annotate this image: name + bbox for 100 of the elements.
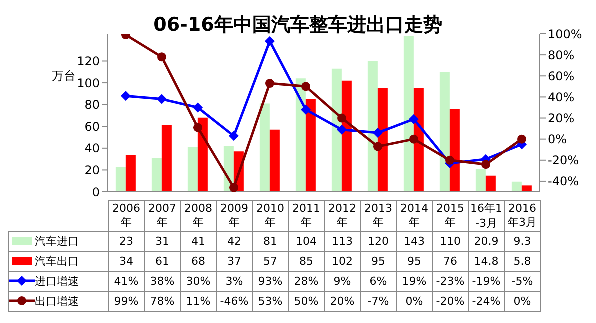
point bbox=[265, 36, 275, 46]
y-tick-label: 40 bbox=[84, 142, 100, 156]
data-label: 31 bbox=[144, 232, 180, 252]
legend-label: 汽车进口 bbox=[34, 234, 79, 249]
point bbox=[157, 94, 167, 104]
x-tick-label: 2016年3月 bbox=[504, 200, 540, 232]
data-label: 42 bbox=[216, 232, 252, 252]
y-tick-label: 80 bbox=[84, 98, 100, 112]
data-label: 9.3 bbox=[504, 232, 540, 252]
data-label: 93% bbox=[252, 272, 288, 292]
data-label: 14.8 bbox=[468, 252, 504, 272]
point bbox=[373, 128, 383, 138]
data-label: 23 bbox=[108, 232, 144, 252]
y2-tick-label: 40% bbox=[548, 90, 575, 104]
bar bbox=[522, 186, 532, 192]
y-tick-label: 20 bbox=[84, 163, 100, 178]
point bbox=[518, 134, 526, 144]
bar bbox=[198, 118, 208, 192]
point bbox=[193, 102, 203, 113]
data-label: 38% bbox=[144, 272, 180, 292]
data-label: 53% bbox=[252, 292, 288, 312]
bar bbox=[270, 130, 280, 192]
data-label: -7% bbox=[360, 292, 396, 312]
data-label: 95 bbox=[360, 252, 396, 272]
y2-tick-label: 0% bbox=[548, 132, 568, 147]
point bbox=[121, 91, 131, 102]
point bbox=[337, 124, 347, 135]
x-tick-label: 16年1-3月 bbox=[468, 200, 504, 232]
data-label: 57 bbox=[252, 252, 288, 272]
point bbox=[194, 123, 202, 132]
data-label: -24% bbox=[468, 292, 504, 312]
x-tick-label: 2013年 bbox=[360, 200, 396, 232]
point bbox=[229, 131, 239, 142]
bar bbox=[450, 109, 460, 192]
data-label: 110 bbox=[432, 232, 468, 252]
y-tick-label: 100 bbox=[77, 76, 100, 90]
y2-tick-label: 20% bbox=[548, 112, 575, 126]
point bbox=[230, 183, 238, 192]
data-label: 143 bbox=[396, 232, 432, 252]
data-label: 41% bbox=[108, 272, 144, 292]
y-tick-label: 120 bbox=[77, 54, 100, 68]
bar bbox=[486, 176, 496, 192]
bar bbox=[512, 182, 522, 192]
bar bbox=[476, 169, 486, 192]
x-tick-label: 2015年 bbox=[432, 200, 468, 232]
point bbox=[410, 134, 418, 144]
data-label: 37 bbox=[216, 252, 252, 272]
data-label: 76 bbox=[432, 252, 468, 272]
y2-tick-label: 60% bbox=[548, 69, 575, 84]
bar bbox=[162, 126, 172, 192]
data-label: 104 bbox=[288, 232, 324, 252]
point bbox=[482, 160, 490, 170]
data-label: 34 bbox=[108, 252, 144, 272]
data-label: 102 bbox=[324, 252, 360, 272]
x-tick-label: 2010年 bbox=[252, 200, 288, 232]
legend-label: 汽车出口 bbox=[34, 254, 79, 269]
data-label: 120 bbox=[360, 232, 396, 252]
legend-label: 出口增速 bbox=[34, 294, 79, 309]
x-tick-label: 2008年 bbox=[180, 200, 216, 232]
data-label: 3% bbox=[216, 272, 252, 292]
x-tick-label: 2007年 bbox=[144, 200, 180, 232]
point bbox=[302, 82, 310, 92]
data-label: 11% bbox=[180, 292, 216, 312]
point bbox=[158, 52, 166, 62]
bar bbox=[332, 68, 342, 192]
data-label: 28% bbox=[288, 272, 324, 292]
data-label: 99% bbox=[108, 292, 144, 312]
data-label: 68 bbox=[180, 252, 216, 272]
x-tick-label: 2009年 bbox=[216, 200, 252, 232]
data-label: -5% bbox=[504, 272, 540, 292]
bar bbox=[116, 166, 126, 192]
chart-title: 06-16年中国汽车整车进出口走势 bbox=[154, 14, 442, 36]
data-label: -46% bbox=[216, 292, 252, 312]
bar bbox=[152, 158, 162, 192]
bar bbox=[296, 78, 306, 192]
x-tick-label: 2006年 bbox=[108, 200, 144, 232]
data-label: 5.8 bbox=[504, 252, 540, 272]
y-tick-label: 60 bbox=[84, 120, 100, 134]
point bbox=[374, 142, 382, 152]
data-label: 30% bbox=[180, 272, 216, 292]
bar bbox=[306, 99, 316, 192]
point bbox=[301, 104, 311, 115]
x-tick-label: 2012年 bbox=[324, 200, 360, 232]
point bbox=[409, 114, 419, 124]
point bbox=[446, 156, 454, 165]
data-label: -20% bbox=[432, 292, 468, 312]
data-label: 9% bbox=[324, 272, 360, 292]
x-tick-label: 2014年 bbox=[396, 200, 432, 232]
data-label: 19% bbox=[396, 272, 432, 292]
bar bbox=[342, 80, 352, 192]
data-label: -23% bbox=[432, 272, 468, 292]
y2-tick-label: -20% bbox=[548, 154, 580, 168]
legend-label: 进口增速 bbox=[34, 274, 79, 289]
data-label: 113 bbox=[324, 232, 360, 252]
data-label: 61 bbox=[144, 252, 180, 272]
data-label: 6% bbox=[360, 272, 396, 292]
y2-tick-label: -40% bbox=[548, 174, 580, 189]
data-label: 20% bbox=[324, 292, 360, 312]
bar bbox=[440, 72, 450, 192]
bar bbox=[378, 88, 388, 192]
